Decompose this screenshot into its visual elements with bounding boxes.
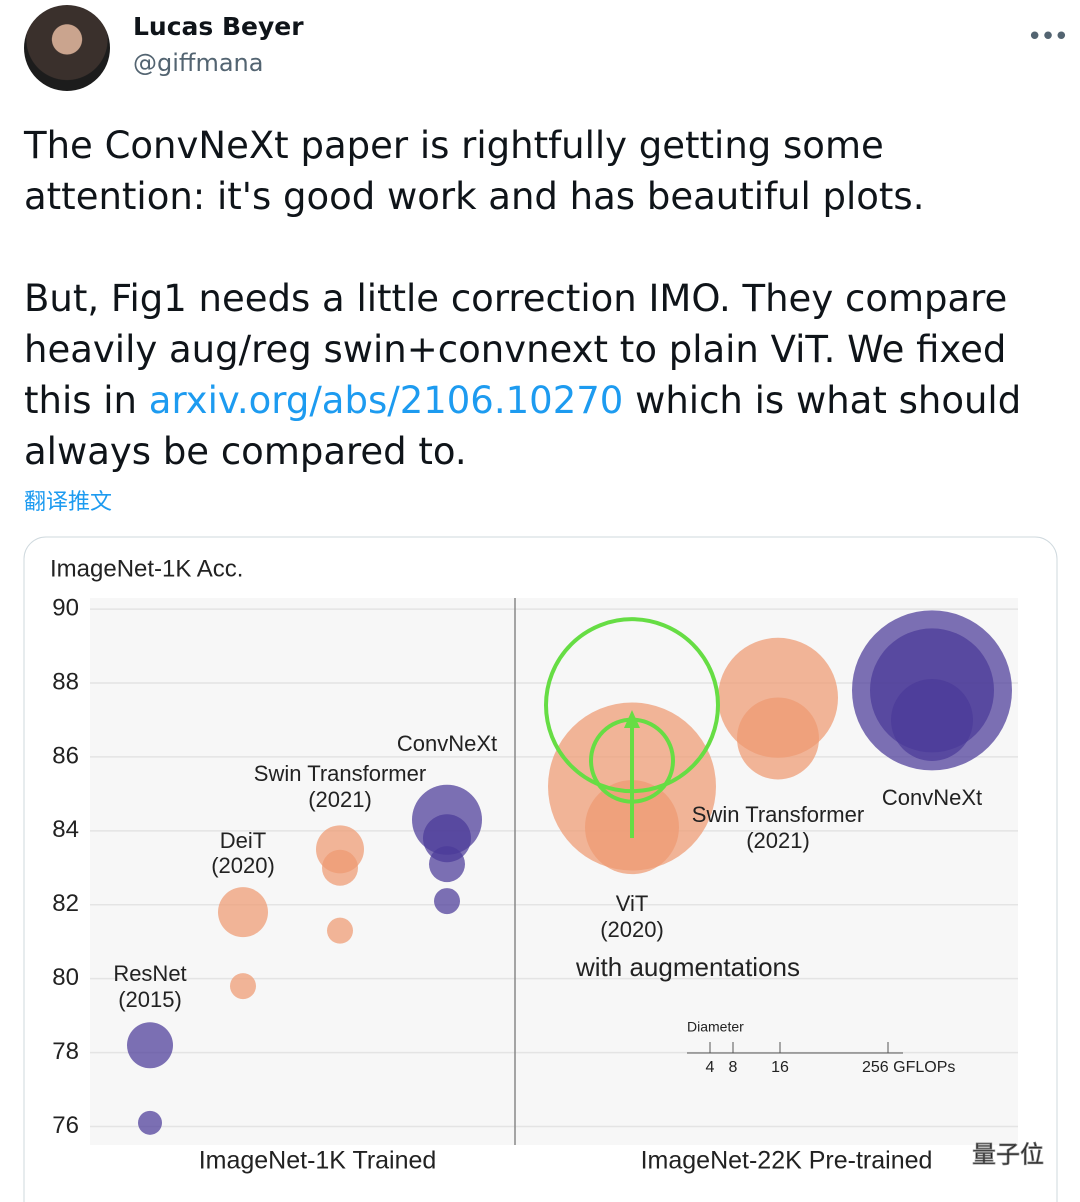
size-legend-label: 8: [729, 1059, 738, 1076]
size-legend-label: 256 GFLOPs: [862, 1059, 955, 1076]
bubble: [434, 888, 460, 915]
text: But, Fig1 needs a little correction IMO.…: [24, 277, 1008, 422]
bubble: [737, 697, 819, 780]
size-legend-title: Diameter: [687, 1019, 744, 1035]
series-name: ResNet: [113, 961, 186, 986]
link[interactable]: arxiv.org/abs/2106.10270: [148, 379, 624, 422]
series-name: ConvNeXt: [397, 731, 497, 756]
bubble: [230, 973, 256, 1000]
y-tick-label: 78: [52, 1038, 79, 1065]
y-tick-label: 84: [52, 816, 79, 843]
series-year: (2020): [600, 917, 664, 942]
avatar[interactable]: [24, 5, 110, 91]
size-legend-label: 16: [771, 1059, 789, 1076]
y-tick-label: 90: [52, 594, 79, 621]
panel-label: ImageNet-22K Pre-trained: [641, 1147, 933, 1175]
y-tick-label: 76: [52, 1112, 79, 1139]
annotation-text: with augmentations: [575, 952, 800, 982]
user-handle[interactable]: @giffmana: [133, 49, 264, 77]
series-name: Swin Transformer: [254, 761, 426, 786]
y-tick-label: 80: [52, 964, 79, 991]
bubble: [327, 917, 353, 944]
bubble: [138, 1110, 162, 1135]
series-name: ViT: [616, 891, 649, 916]
tweet-text: The ConvNeXt paper is rightfully getting…: [24, 120, 1054, 528]
series-name: Swin Transformer: [692, 802, 864, 827]
watermark: 量子位: [972, 1141, 1044, 1168]
bubble: [423, 814, 471, 863]
y-axis-label: ImageNet-1K Acc.: [50, 555, 243, 582]
size-legend-label: 4: [706, 1059, 715, 1076]
y-tick-label: 88: [52, 668, 79, 695]
series-year: (2021): [308, 787, 372, 812]
panel-label: ImageNet-1K Trained: [199, 1147, 437, 1175]
paragraph: But, Fig1 needs a little correction IMO.…: [24, 273, 1054, 477]
user-name[interactable]: Lucas Beyer: [133, 12, 304, 41]
series-name: ConvNeXt: [882, 785, 982, 810]
y-tick-label: 86: [52, 742, 79, 769]
text: which is what should always be compared …: [24, 379, 1022, 473]
paragraph: The ConvNeXt paper is rightfully getting…: [24, 124, 925, 218]
bubble: [127, 1022, 173, 1069]
series-year: (2021): [746, 828, 810, 853]
series-name: DeiT: [220, 828, 266, 853]
bubble: [322, 849, 358, 886]
bubble: [218, 887, 268, 938]
series-year: (2020): [211, 853, 275, 878]
more-menu[interactable]: •••: [1027, 22, 1069, 52]
series-year: (2015): [118, 987, 182, 1012]
annotation-arrowhead: [624, 710, 640, 728]
y-tick-label: 82: [52, 890, 79, 917]
translate-link[interactable]: 翻译推文: [24, 490, 113, 515]
bubble: [429, 846, 465, 883]
bubble: [891, 678, 973, 761]
